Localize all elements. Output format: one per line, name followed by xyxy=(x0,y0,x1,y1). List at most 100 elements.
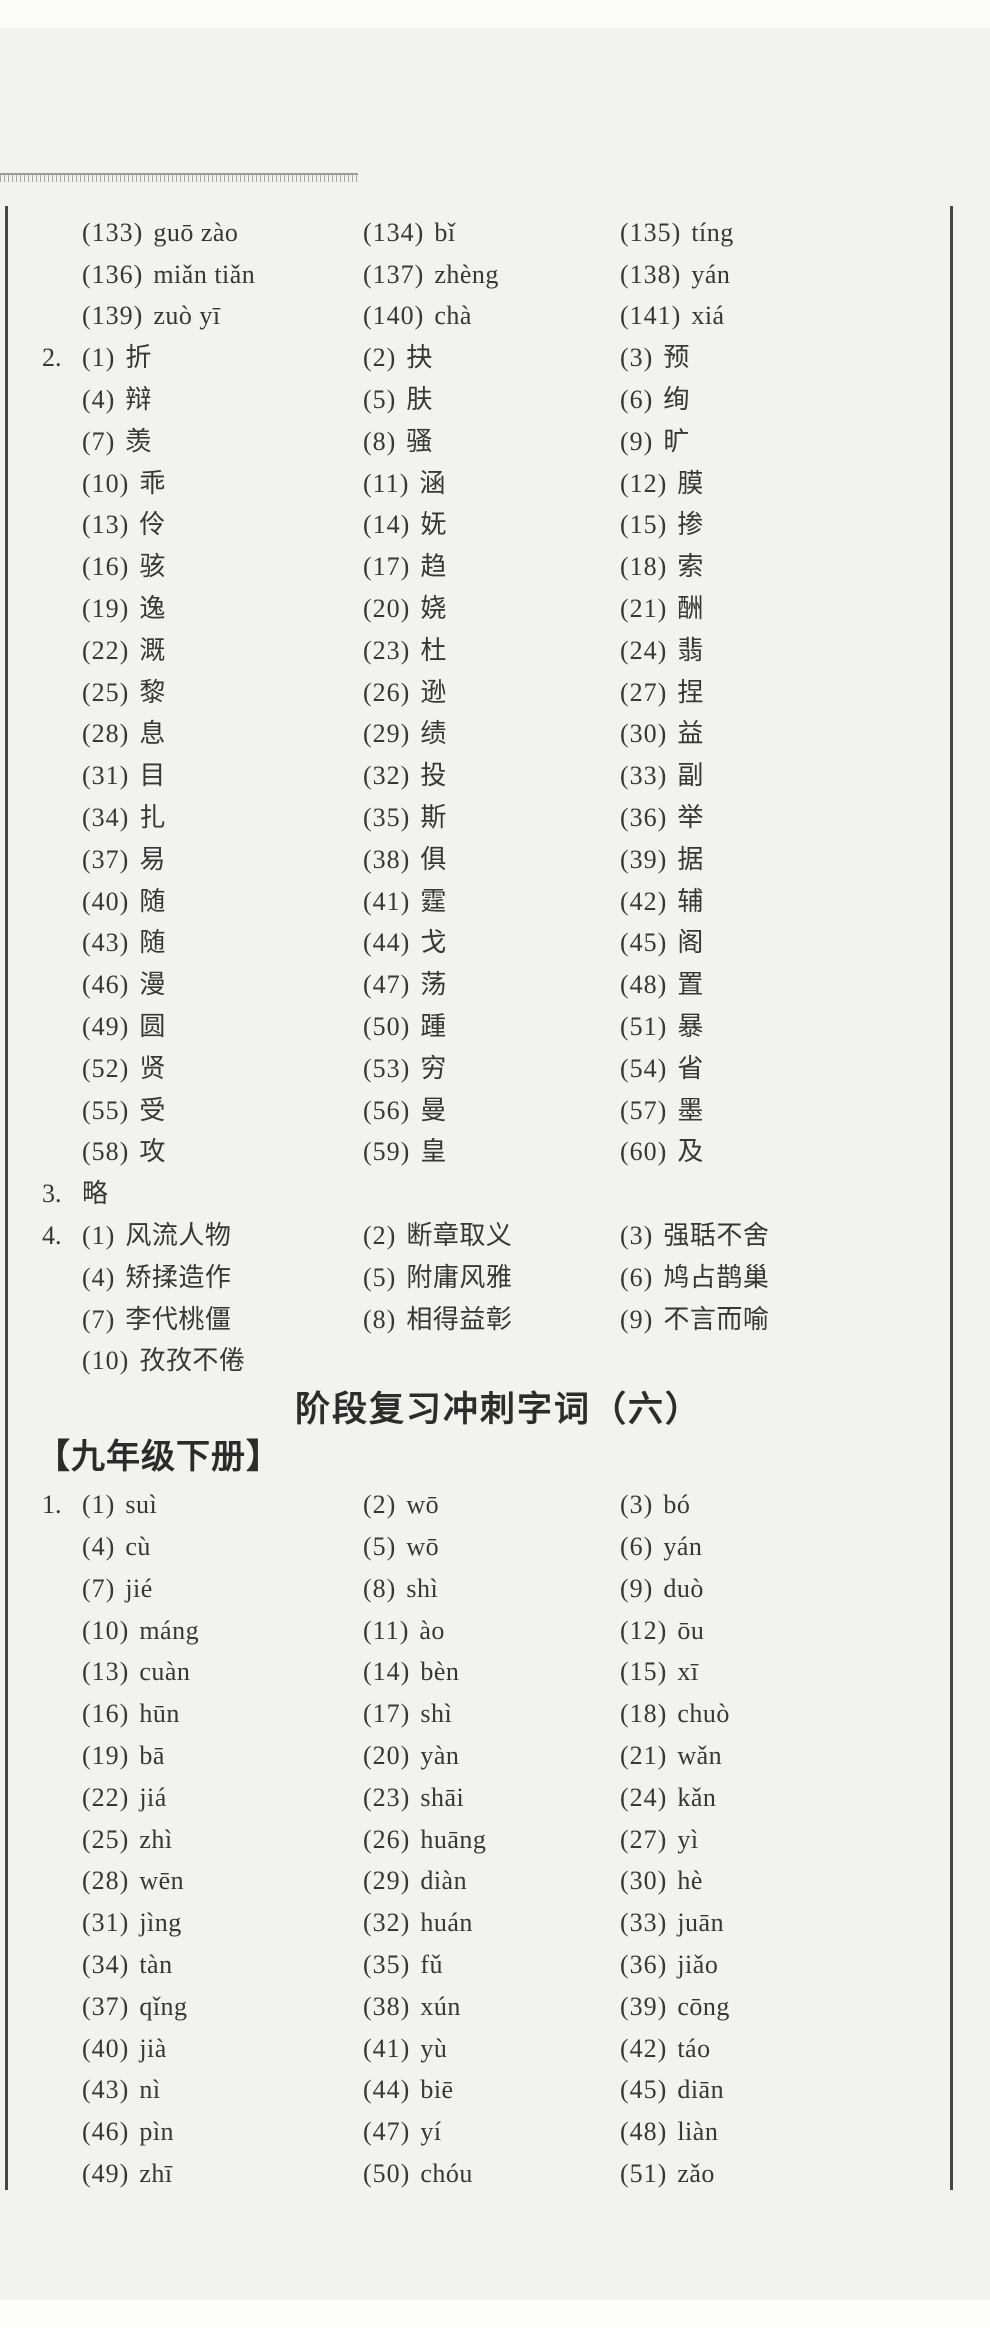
item-text: 副 xyxy=(677,761,704,791)
answer-cell: (52) 贤 xyxy=(82,1055,363,1082)
item-text: 风流人物 xyxy=(125,1221,232,1251)
item-number: (43) xyxy=(82,2075,130,2105)
item-number: (27) xyxy=(620,1824,668,1854)
item-number: (136) xyxy=(82,259,144,289)
answer-row: 3. 略 xyxy=(0,1173,952,1215)
item-number: (23) xyxy=(363,635,411,665)
item-number: (11) xyxy=(363,1615,410,1645)
item-text: yù xyxy=(420,2033,448,2063)
item-number: (8) xyxy=(363,426,397,456)
item-text: 墨 xyxy=(677,1095,704,1125)
answer-cell: (4) cù xyxy=(82,1534,363,1560)
item-number: (14) xyxy=(363,510,411,540)
item-number: (22) xyxy=(82,1782,130,1812)
item-number: (33) xyxy=(620,761,668,791)
item-number: (42) xyxy=(620,2033,668,2063)
item-number: (17) xyxy=(363,552,411,582)
answer-cell: (6) 绚 xyxy=(620,387,952,413)
answer-cell: (19) 逸 xyxy=(82,596,363,622)
item-number: (41) xyxy=(363,2033,411,2063)
answer-row: (52) 贤 (53) 穷 (54) 省 xyxy=(0,1048,952,1090)
answer-cell: (49) zhī xyxy=(82,2160,363,2187)
item-number: (22) xyxy=(82,635,130,665)
item-text: 预 xyxy=(663,343,690,373)
item-number: (29) xyxy=(363,1866,411,1896)
answer-row: (19) bā (20) yàn (21) wǎn xyxy=(0,1735,952,1777)
item-number: (27) xyxy=(620,677,668,707)
item-number: (14) xyxy=(363,1657,411,1687)
answer-cell: 略 xyxy=(82,1181,363,1207)
item-number: (9) xyxy=(620,1304,654,1334)
book-section-heading: 【九年级下册】 xyxy=(36,1438,281,1477)
question-number: 2. xyxy=(42,343,62,373)
item-text: 随 xyxy=(139,886,166,916)
item-text: hūn xyxy=(139,1699,180,1729)
item-number: (7) xyxy=(82,1304,116,1334)
answer-cell: (15) 掺 xyxy=(620,512,952,538)
answer-row: (22) 溉 (23) 杜 (24) 翡 xyxy=(0,630,952,672)
item-number: (35) xyxy=(363,803,411,833)
item-text: chuò xyxy=(677,1699,730,1729)
answer-cell: (53) 穷 xyxy=(363,1055,620,1082)
answer-cell: (37) qǐng xyxy=(82,1993,363,2020)
answer-cell: (13) cuàn xyxy=(82,1659,363,1685)
answer-row: (16) 骇 (17) 趋 (18) 索 xyxy=(0,546,952,588)
page-border-left xyxy=(5,206,8,2190)
answer-cell: (8) shì xyxy=(363,1573,620,1603)
item-text: 酬 xyxy=(677,594,704,624)
answer-cell: (29) diàn xyxy=(363,1868,620,1894)
item-text: bó xyxy=(663,1490,691,1520)
item-text: shì xyxy=(406,1573,439,1603)
answer-cell: (48) 置 xyxy=(620,972,952,998)
answer-cell: (7) 羡 xyxy=(82,426,363,456)
item-number: (28) xyxy=(82,719,130,749)
answer-row: (10) 孜孜不倦 xyxy=(0,1341,952,1383)
answer-cell: (5) wō xyxy=(363,1534,620,1560)
item-text: 俱 xyxy=(420,844,447,874)
item-text: 溉 xyxy=(139,635,166,665)
item-text: 攻 xyxy=(139,1137,166,1167)
answer-cell: (47) yí xyxy=(363,2119,620,2145)
item-number: (8) xyxy=(363,1573,397,1603)
item-number: (51) xyxy=(620,1012,668,1042)
item-text: nì xyxy=(139,2075,161,2105)
item-text: zǎo xyxy=(677,2158,715,2188)
answer-row: (25) 黎 (26) 逊 (27) 捏 xyxy=(0,672,952,714)
answer-cell: (2) wō xyxy=(363,1492,620,1518)
item-number: (28) xyxy=(82,1866,130,1896)
item-text: yì xyxy=(677,1824,699,1854)
item-text: 辩 xyxy=(125,385,152,415)
item-number: (138) xyxy=(620,259,682,289)
answer-cell: (36) 举 xyxy=(620,805,952,831)
item-text: 投 xyxy=(420,761,447,791)
item-number: (7) xyxy=(82,426,116,456)
item-number: (39) xyxy=(620,1991,668,2021)
item-text: 绩 xyxy=(420,719,447,749)
item-text: 捏 xyxy=(677,677,704,707)
answer-row: (46) 漫 (47) 荡 (48) 置 xyxy=(0,964,952,1006)
answer-cell: (5) 附庸风雅 xyxy=(363,1264,620,1291)
item-text: 易 xyxy=(139,844,166,874)
answer-cell: (136) miǎn tiǎn xyxy=(82,259,363,289)
item-text: bǐ xyxy=(434,217,456,247)
answer-cell: (5) 肤 xyxy=(363,387,620,413)
answer-cell: (32) 投 xyxy=(363,763,620,789)
answer-cell: (40) jià xyxy=(82,2035,363,2062)
item-text: bèn xyxy=(420,1657,460,1687)
item-number: (6) xyxy=(620,1262,654,1292)
item-text: 不言而喻 xyxy=(663,1304,770,1334)
answer-row: (13) 伶 (14) 妩 (15) 掺 xyxy=(0,505,952,547)
item-text: 杜 xyxy=(420,635,447,665)
answer-cell: (24) 翡 xyxy=(620,637,952,664)
item-text: chà xyxy=(434,301,472,331)
answer-row: (133) guō zào (134) bǐ (135) tíng xyxy=(0,212,952,254)
answer-cell: (10) 孜孜不倦 xyxy=(82,1348,363,1374)
answer-cell: (49) 圆 xyxy=(82,1014,363,1040)
answer-cell: (60) 及 xyxy=(620,1139,952,1165)
item-number: (19) xyxy=(82,594,130,624)
answer-cell: (25) zhì xyxy=(82,1826,363,1853)
answer-cell: (33) juān xyxy=(620,1910,952,1936)
answer-cell: (27) yì xyxy=(620,1824,952,1854)
item-number: (32) xyxy=(363,761,411,791)
